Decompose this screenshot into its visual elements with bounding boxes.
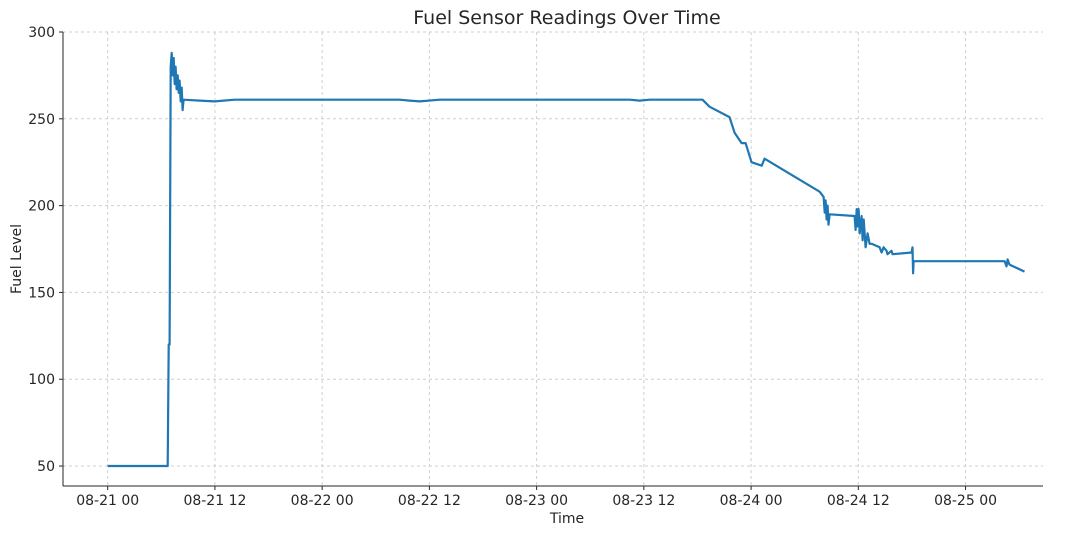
y-axis-label: Fuel Level xyxy=(9,224,25,294)
chart-title: Fuel Sensor Readings Over Time xyxy=(413,7,720,29)
x-tick-label: 08-23 00 xyxy=(505,493,568,509)
y-tick-label: 100 xyxy=(28,372,55,388)
ticks: 08-21 00 08-21 12 08-22 00 08-22 12 08-23 00… xyxy=(28,25,997,509)
y-tick-label: 200 xyxy=(28,199,55,215)
x-tick-label: 08-25 00 xyxy=(934,493,997,509)
y-tick-label: 250 xyxy=(28,112,55,128)
x-axis-label: Time xyxy=(549,511,584,527)
x-tick-label: 08-22 00 xyxy=(291,493,354,509)
x-tick-label: 08-21 12 xyxy=(183,493,246,509)
x-tick-label: 08-22 12 xyxy=(398,493,461,509)
y-tick-label: 300 xyxy=(28,25,55,41)
series-line-fuel-level xyxy=(107,51,1025,468)
x-tick-label: 08-24 12 xyxy=(827,493,890,509)
x-tick-label: 08-24 00 xyxy=(720,493,783,509)
y-tick-label: 50 xyxy=(37,459,55,475)
x-tick-label: 08-23 12 xyxy=(612,493,675,509)
x-tick-label: 08-21 00 xyxy=(76,493,139,509)
y-tick-label: 150 xyxy=(28,285,55,301)
grid xyxy=(63,31,1043,486)
